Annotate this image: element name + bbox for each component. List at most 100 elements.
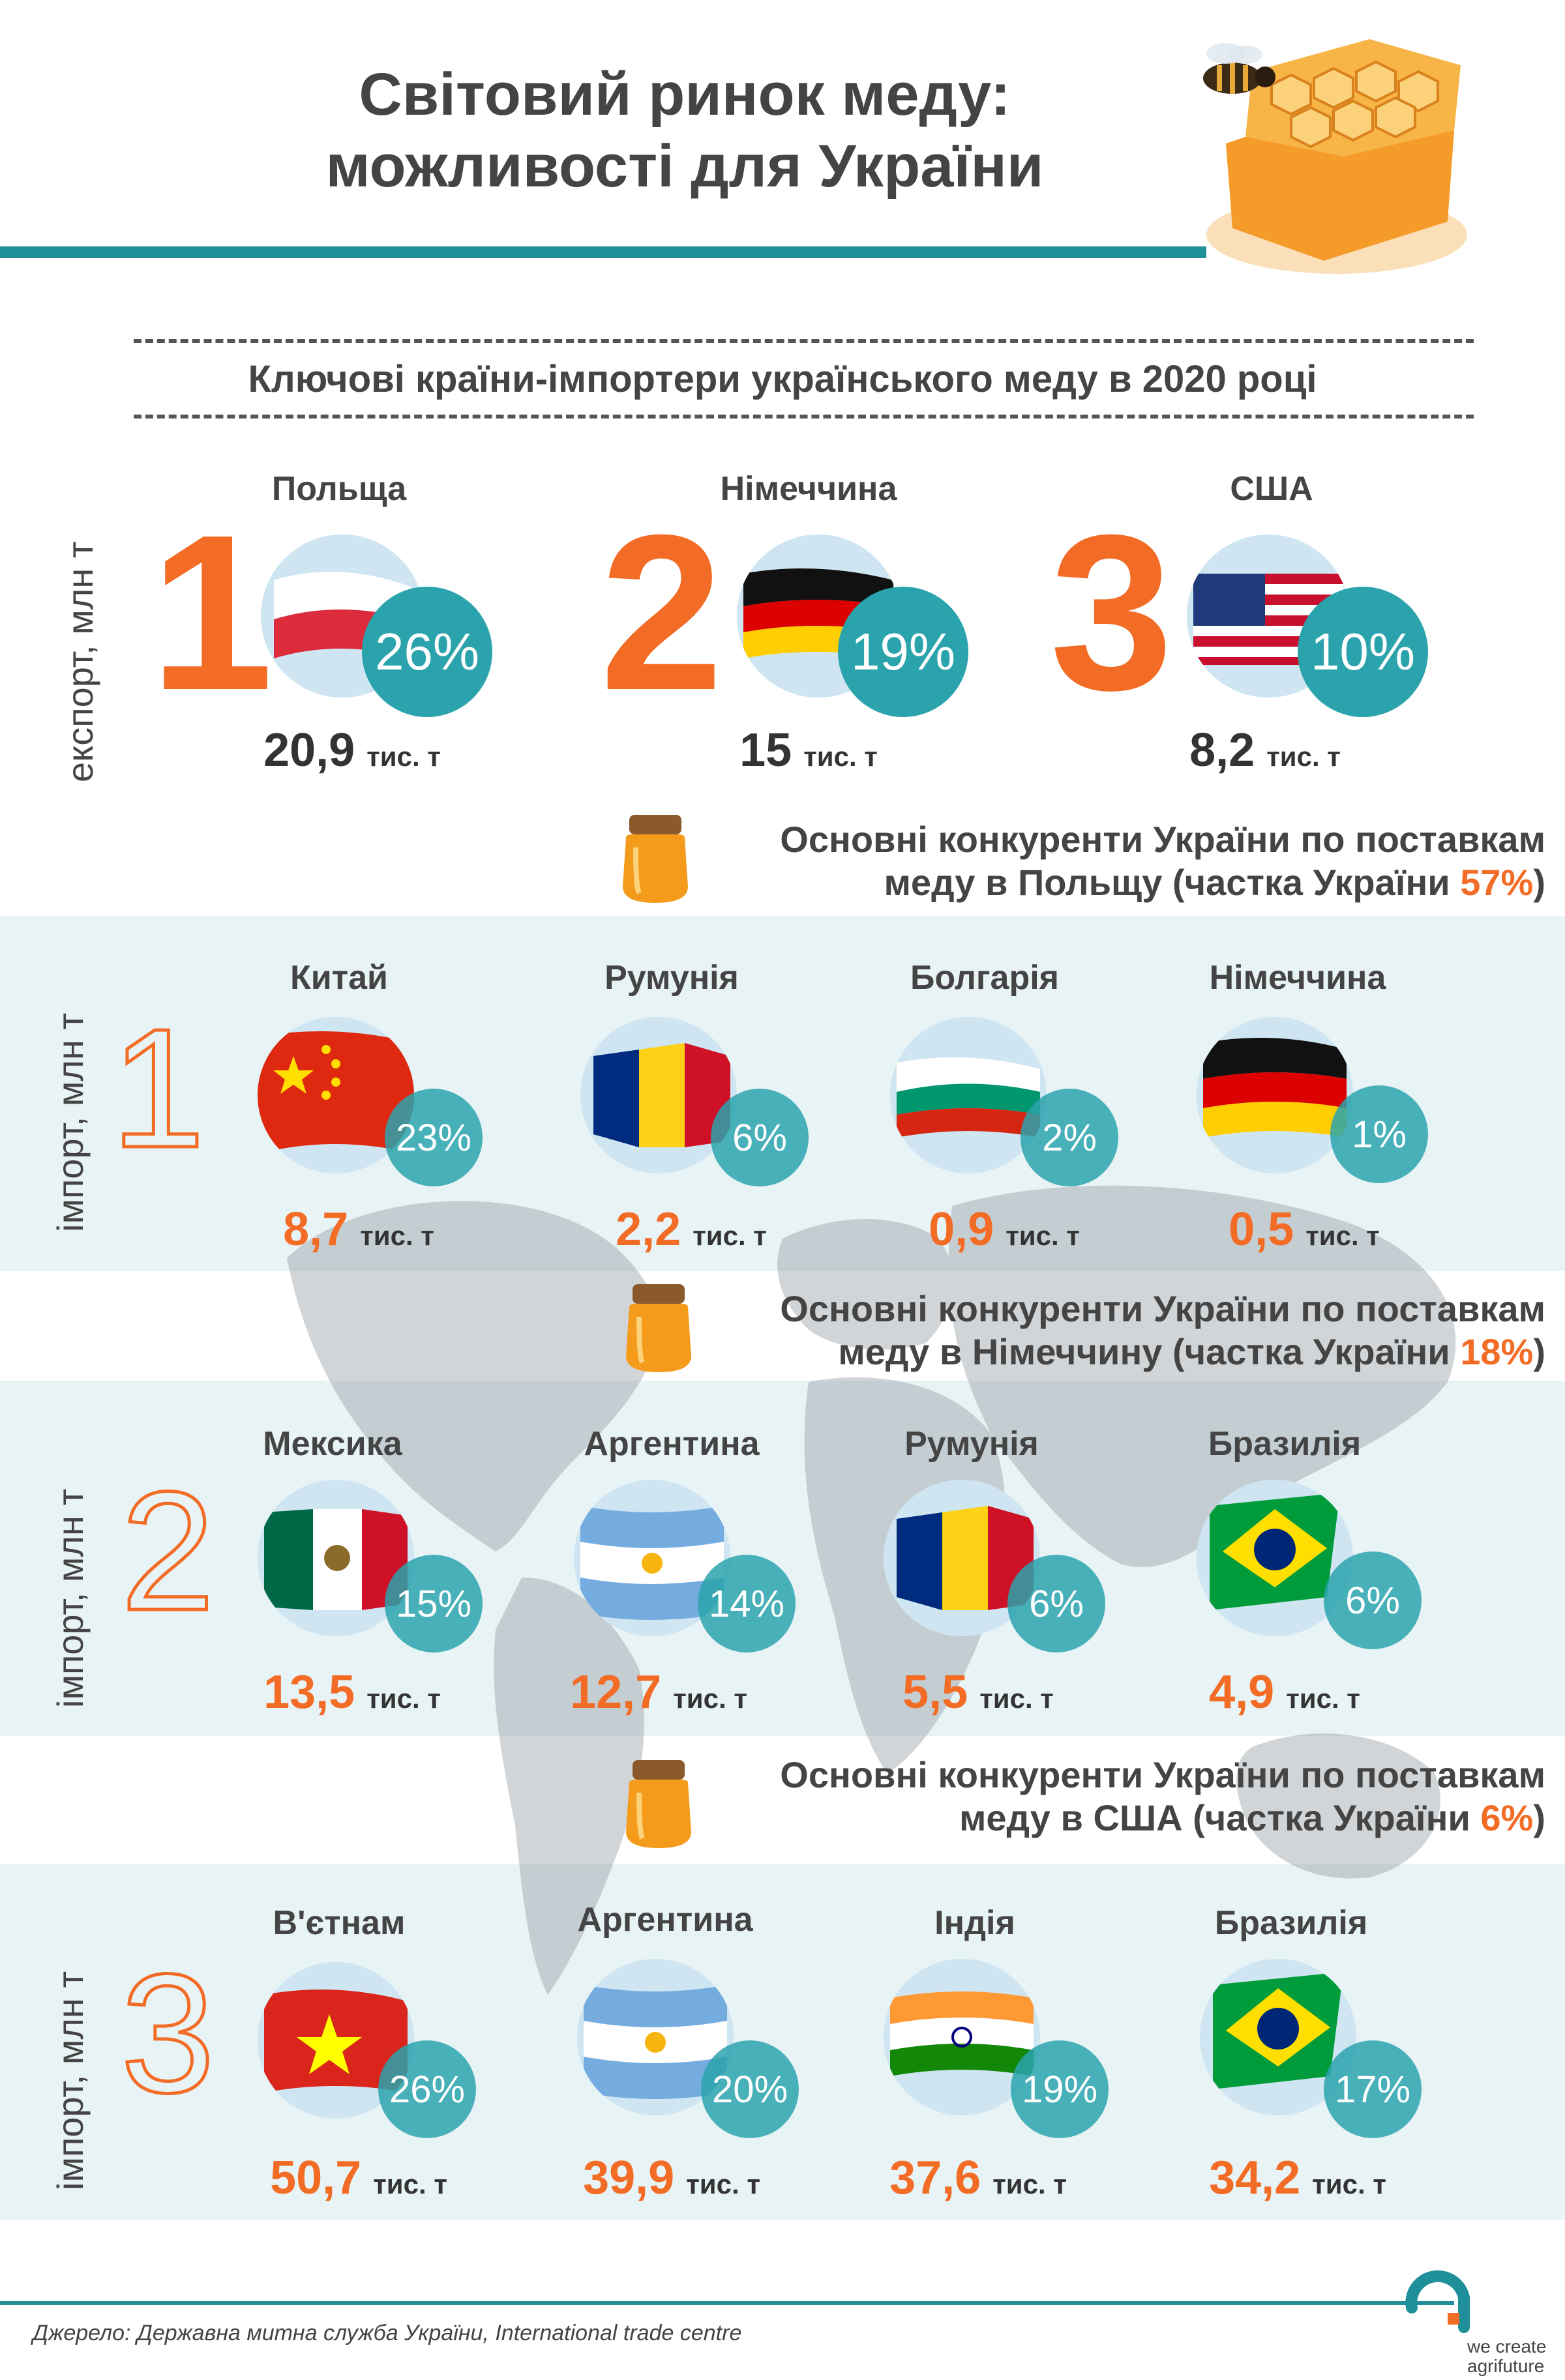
c1-share-3: 2% <box>1021 1089 1118 1186</box>
c1-value-1: 8,7 <box>283 1203 349 1256</box>
c2-unit-2: тис. т <box>673 1683 747 1714</box>
c3-unit-2: тис. т <box>686 2169 760 2199</box>
c1-country-4: Німеччина <box>1209 959 1386 997</box>
export-axis-label: експорт, млн т <box>59 541 100 782</box>
flag-india-icon <box>884 1959 1040 2115</box>
c3-country-2: Аргентина <box>577 1901 753 1939</box>
export-share-3: 10% <box>1298 587 1428 717</box>
c1-country-1: Китай <box>290 959 389 997</box>
c3-value-line-2: 39,9 тис. т <box>535 2151 809 2205</box>
c3-value-line-1: 50,7 тис. т <box>222 2151 496 2205</box>
honey-jar-icon <box>626 1760 691 1848</box>
c1-value-line-3: 0,9 тис. т <box>867 1203 1141 1256</box>
c3-value-2: 39,9 <box>583 2152 675 2204</box>
competitors-3-title: Основні конкуренти України по поставкам … <box>698 1754 1545 1840</box>
c1-share-2: 6% <box>711 1089 809 1186</box>
c3-country-4: Бразилія <box>1214 1904 1368 1942</box>
competitors-2-title-prefix: меду в Німеччину (частка України <box>838 1331 1461 1372</box>
header-divider <box>0 246 1206 258</box>
c2-unit-4: тис. т <box>1286 1683 1360 1714</box>
competitors-2-title: Основні конкуренти України по поставкам … <box>698 1287 1545 1374</box>
competitors-3-axis-label: імпорт, млн т <box>50 1971 91 2190</box>
competitors-3-title-suffix: ) <box>1533 1797 1545 1838</box>
export-unit-2: тис. т <box>803 741 878 772</box>
c3-value-3: 37,6 <box>889 2152 981 2204</box>
c1-share-1: 23% <box>385 1089 483 1186</box>
c3-share-1: 26% <box>378 2040 476 2138</box>
competitors-2-title-suffix: ) <box>1533 1331 1545 1372</box>
title-line-2: можливості для України <box>325 133 1044 199</box>
export-share-2: 19% <box>838 587 968 717</box>
export-rank-2: 2 <box>600 489 724 737</box>
c2-country-4: Бразилія <box>1208 1425 1362 1463</box>
honey-jar-icon <box>626 1284 691 1372</box>
export-value-1: 20,9 <box>263 724 355 776</box>
competitors-2-title-line2: меду в Німеччину (частка України 18%) <box>698 1330 1545 1374</box>
competitors-1-rank: 1 <box>110 994 207 1183</box>
honeycomb-bee-illustration <box>1203 39 1467 274</box>
c1-value-line-4: 0,5 тис. т <box>1167 1203 1441 1256</box>
export-value-line-3: 8,2 тис. т <box>1128 724 1402 777</box>
c1-unit-4: тис. т <box>1305 1220 1380 1251</box>
c3-unit-3: тис. т <box>992 2169 1067 2199</box>
title-line-1: Світовий ринок меду: <box>359 61 1011 128</box>
flag-argentina-icon <box>574 1480 730 1636</box>
c2-country-3: Румунія <box>904 1425 1039 1463</box>
export-rank-1: 1 <box>150 489 274 737</box>
c2-value-line-4: 4,9 тис. т <box>1148 1666 1422 1719</box>
c3-share-2: 20% <box>701 2040 799 2138</box>
competitors-1-axis-label: імпорт, млн т <box>50 1012 91 1232</box>
c1-country-3: Болгарія <box>910 959 1059 997</box>
c1-value-3: 0,9 <box>929 1203 994 1256</box>
c2-value-line-3: 5,5 тис. т <box>841 1666 1115 1719</box>
competitors-3-title-line2: меду в США (частка України 6%) <box>698 1797 1545 1840</box>
c3-value-1: 50,7 <box>270 2152 362 2204</box>
c2-share-2: 14% <box>698 1555 796 1653</box>
world-map-background <box>287 1185 1456 1995</box>
export-value-2: 15 <box>739 724 792 776</box>
export-value-line-1: 20,9 тис. т <box>215 724 489 777</box>
export-rank-3: 3 <box>1050 489 1174 737</box>
c2-share-1: 15% <box>385 1555 483 1653</box>
competitors-2-title-line1: Основні конкуренти України по поставкам <box>780 1288 1545 1329</box>
source-note: Джерело: Державна митна служба України, … <box>33 2321 742 2345</box>
c3-country-1: В'єтнам <box>273 1904 406 1942</box>
brand-logo-icon <box>1405 2270 1470 2333</box>
c2-value-line-2: 12,7 тис. т <box>522 1666 796 1719</box>
competitors-2-ukraine-share: 18% <box>1460 1331 1534 1372</box>
c2-value-2: 12,7 <box>570 1666 662 1718</box>
export-country-3: США <box>1230 470 1313 508</box>
page-title: Світовий ринок меду: можливості для Укра… <box>0 59 1565 202</box>
competitors-1-ukraine-share: 57% <box>1460 862 1534 903</box>
c2-country-2: Аргентина <box>584 1425 760 1463</box>
c1-value-2: 2,2 <box>616 1203 681 1256</box>
competitors-1-title-prefix: меду в Польщу (частка України <box>884 862 1461 903</box>
flag-romania-icon <box>580 1017 737 1173</box>
c3-value-4: 34,2 <box>1209 2152 1301 2204</box>
brand-tagline: we create agrifuture <box>1467 2337 1546 2376</box>
export-unit-1: тис. т <box>366 741 441 772</box>
c1-value-line-1: 8,7 тис. т <box>222 1203 496 1256</box>
bee-icon <box>1203 43 1275 94</box>
export-share-1: 26% <box>362 587 492 717</box>
c3-value-line-3: 37,6 тис. т <box>841 2151 1115 2205</box>
flag-bulgaria-icon <box>890 1017 1047 1173</box>
c1-unit-3: тис. т <box>1006 1220 1080 1251</box>
c2-country-1: Мексика <box>263 1425 402 1463</box>
c2-value-line-1: 13,5 тис. т <box>215 1666 489 1719</box>
c2-share-3: 6% <box>1007 1555 1105 1653</box>
c3-unit-4: тис. т <box>1312 2169 1386 2199</box>
export-country-1: Польща <box>271 470 407 508</box>
brand-tagline-line2: agrifuture <box>1467 2356 1545 2376</box>
c2-value-1: 13,5 <box>263 1666 355 1718</box>
competitors-3-title-line1: Основні конкуренти України по поставкам <box>780 1754 1545 1795</box>
c3-unit-1: тис. т <box>373 2169 447 2199</box>
c1-share-4: 1% <box>1330 1085 1428 1183</box>
c3-share-3: 19% <box>1011 2040 1109 2138</box>
competitors-1-title-line2: меду в Польщу (частка України 57%) <box>698 861 1546 904</box>
brand-tagline-line1: we create <box>1467 2336 1547 2357</box>
c1-unit-2: тис. т <box>693 1220 767 1251</box>
competitors-1-title-suffix: ) <box>1533 862 1545 903</box>
c2-value-4: 4,9 <box>1209 1666 1275 1718</box>
c2-share-4: 6% <box>1324 1551 1422 1649</box>
